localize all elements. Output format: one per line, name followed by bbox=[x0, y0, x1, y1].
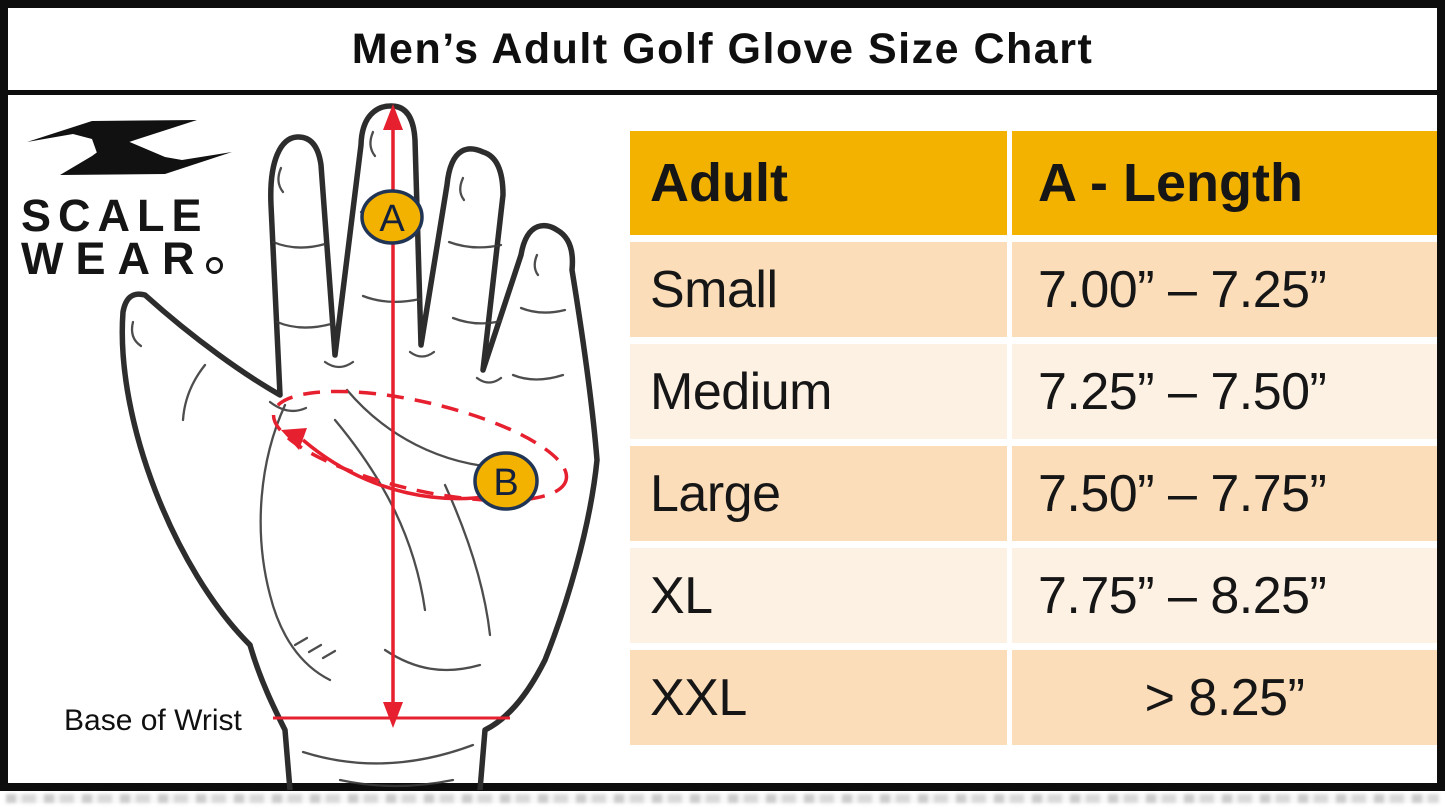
size-table: Adult A - Length Small 7.00” – 7.25” Med… bbox=[630, 131, 1437, 745]
size-cell: Small bbox=[630, 242, 1007, 337]
header-cell-length: A - Length bbox=[1012, 131, 1437, 235]
marker-b-badge: B bbox=[473, 451, 539, 511]
hand-measurement-diagram: A B bbox=[119, 103, 600, 790]
arrow-down-icon bbox=[383, 702, 403, 728]
circumference-dashed-ellipse bbox=[271, 389, 569, 503]
marker-a-label: A bbox=[379, 198, 405, 240]
logo-dot bbox=[206, 257, 224, 274]
logo-text-scale: SCALE bbox=[21, 190, 209, 241]
arrow-up-icon bbox=[383, 104, 403, 130]
measurement-annotations bbox=[271, 104, 569, 728]
logo-text-wear: WEAR bbox=[21, 233, 224, 285]
size-cell: Large bbox=[630, 446, 1007, 541]
base-of-wrist-label: Base of Wrist bbox=[64, 704, 242, 737]
length-cell: 7.25” – 7.50” bbox=[1012, 344, 1437, 439]
hand-detail-lines bbox=[130, 130, 567, 788]
cropped-text-strip bbox=[6, 794, 1439, 803]
arrow-left-icon bbox=[281, 428, 307, 450]
title-band: Men’s Adult Golf Glove Size Chart bbox=[8, 8, 1437, 95]
marker-b-label: B bbox=[493, 462, 518, 504]
size-cell: XXL bbox=[630, 650, 1007, 745]
length-cell: 7.00” – 7.25” bbox=[1012, 242, 1437, 337]
marker-a-badge: A bbox=[360, 189, 424, 245]
logo-text-wear-word: WEAR bbox=[21, 233, 207, 284]
header-cell-adult: Adult bbox=[630, 131, 1007, 235]
size-cell: XL bbox=[630, 548, 1007, 643]
page-title: Men’s Adult Golf Glove Size Chart bbox=[351, 24, 1094, 73]
size-cell: Medium bbox=[630, 344, 1007, 439]
length-cell: > 8.25” bbox=[1012, 650, 1437, 745]
length-cell: 7.50” – 7.75” bbox=[1012, 446, 1437, 541]
scalewear-logo-icon bbox=[27, 120, 232, 175]
hand-outline bbox=[119, 103, 600, 790]
length-cell: 7.75” – 8.25” bbox=[1012, 548, 1437, 643]
